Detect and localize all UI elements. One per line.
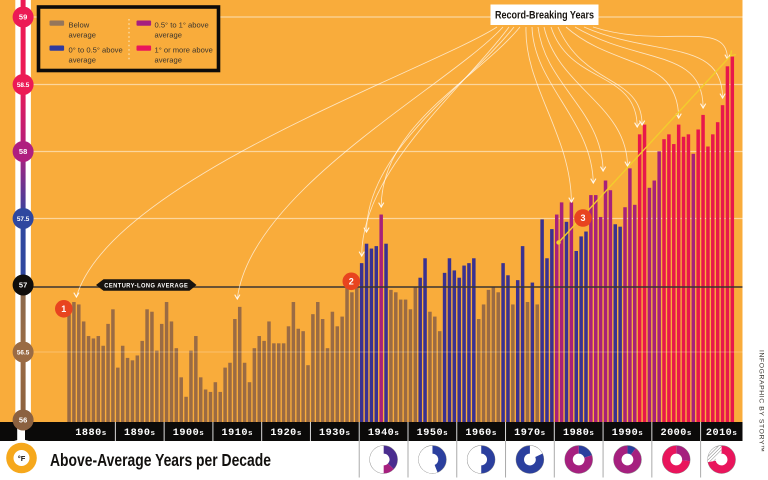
svg-text:average: average [69,30,96,39]
svg-text:Record-Breaking Years: Record-Breaking Years [495,10,594,22]
svg-text:1890s: 1890s [124,428,155,439]
svg-text:1910s: 1910s [222,428,253,439]
svg-text:Above-Average Years per Decade: Above-Average Years per Decade [50,450,271,470]
svg-text:57.5: 57.5 [17,216,30,223]
svg-text:1950s: 1950s [417,428,448,439]
svg-text:2: 2 [349,277,354,287]
svg-text:1920s: 1920s [270,428,301,439]
svg-text:average: average [69,55,96,64]
svg-text:1° or more above: 1° or more above [155,45,213,54]
svg-text:58.5: 58.5 [17,82,30,89]
svg-text:1970s: 1970s [514,428,545,439]
svg-text:1980s: 1980s [563,428,594,439]
svg-text:1990s: 1990s [612,428,643,439]
svg-text:°F: °F [18,454,26,463]
svg-text:57: 57 [19,281,27,290]
svg-text:1: 1 [61,304,66,314]
svg-text:0° to 0.5° above: 0° to 0.5° above [69,45,123,54]
svg-text:1930s: 1930s [319,428,350,439]
svg-text:1900s: 1900s [173,428,204,439]
svg-text:56.5: 56.5 [17,349,30,356]
svg-text:1940s: 1940s [368,428,399,439]
svg-text:3: 3 [580,213,585,223]
svg-text:average: average [155,55,182,64]
svg-text:1960s: 1960s [465,428,496,439]
svg-text:INFOGRAPHIC BY STORY™: INFOGRAPHIC BY STORY™ [758,350,765,453]
svg-text:56: 56 [19,416,27,425]
svg-text:2010s: 2010s [706,428,737,439]
svg-text:1880s: 1880s [75,428,106,439]
svg-text:Below: Below [69,20,90,29]
svg-text:59: 59 [19,13,27,22]
svg-text:2000s: 2000s [660,428,691,439]
svg-text:average: average [155,30,182,39]
svg-text:0.5° to 1° above: 0.5° to 1° above [155,20,209,29]
svg-text:58: 58 [19,147,27,156]
svg-text:CENTURY-LONG AVERAGE: CENTURY-LONG AVERAGE [104,283,188,290]
